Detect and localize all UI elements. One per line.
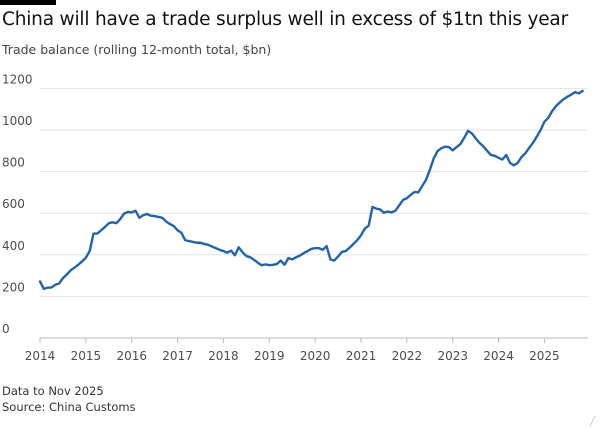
y-tick-label: 400 — [2, 239, 25, 253]
series-line-trade-balance — [38, 89, 584, 291]
x-tick-label: 2019 — [254, 349, 285, 363]
x-tick-label: 2021 — [346, 349, 377, 363]
chart-title: China will have a trade surplus well in … — [2, 9, 568, 30]
x-tick-label: 2016 — [116, 349, 147, 363]
y-tick-label: 1000 — [2, 114, 33, 128]
corner-marker-icon: ╱ — [590, 417, 596, 427]
x-tick-label: 2015 — [71, 349, 102, 363]
x-tick-label: 2023 — [437, 349, 468, 363]
x-tick-label: 2018 — [208, 349, 239, 363]
y-tick-label: 1200 — [2, 72, 33, 86]
y-tick-label: 600 — [2, 197, 25, 211]
x-tick-label: 2017 — [162, 349, 193, 363]
y-tick-labels: 0 200 400 600 800 1000 1200 — [2, 72, 33, 336]
y-tick-label: 0 — [2, 322, 10, 336]
x-tick-label: 2025 — [529, 349, 560, 363]
chart-subtitle: Trade balance (rolling 12-month total, $… — [2, 42, 272, 57]
series-layer — [38, 89, 584, 291]
top-accent-bar — [0, 0, 56, 5]
y-tick-label: 200 — [2, 280, 25, 294]
x-tick-label: 2014 — [25, 349, 56, 363]
x-tick-label: 2022 — [392, 349, 423, 363]
source-note: Source: China Customs — [2, 400, 136, 414]
y-tick-label: 800 — [2, 156, 25, 170]
x-tick-label: 2020 — [300, 349, 331, 363]
data-note: Data to Nov 2025 — [2, 384, 104, 398]
x-tick-label: 2024 — [483, 349, 514, 363]
x-tick-labels: 2014 2015 2016 2017 2018 2019 2020 2021 2022 2023… — [25, 338, 560, 363]
grid-layer — [40, 87, 588, 339]
